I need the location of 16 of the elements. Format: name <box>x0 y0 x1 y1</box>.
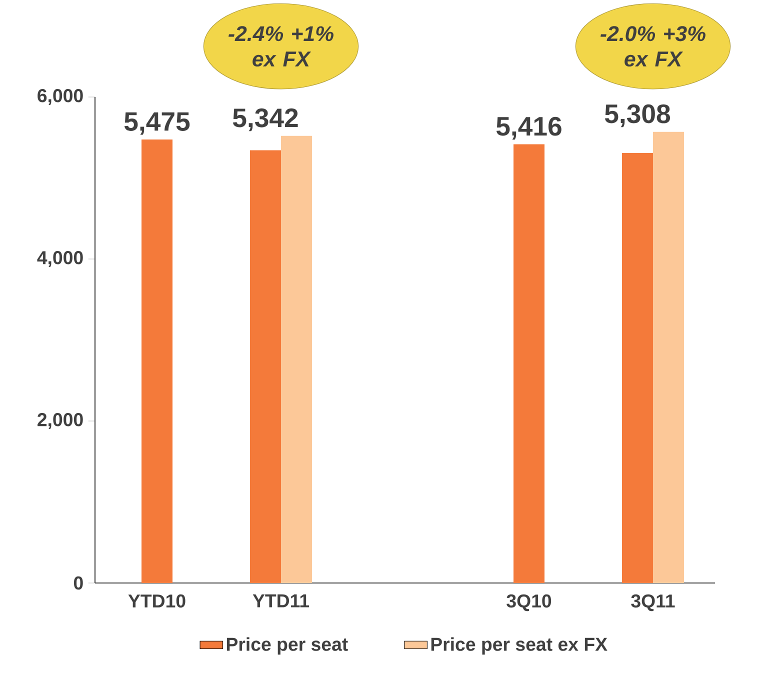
y-tick-label: 4,000 <box>37 251 83 267</box>
data-label: 5,342 <box>232 108 298 132</box>
data-label: 5,416 <box>496 116 562 140</box>
x-tick-label: YTD10 <box>128 594 186 608</box>
y-tick-label: 6,000 <box>38 89 83 105</box>
text: -2.0% +3% ex FX <box>600 26 706 67</box>
legend-label: Price per seat <box>226 637 348 655</box>
legend-label: Price per seat ex FX <box>431 637 608 655</box>
x-tick-label: 3Q11 <box>631 594 675 612</box>
text: -2.4% +1% ex FX <box>228 26 334 67</box>
data-label: 5,308 <box>604 104 670 128</box>
data-label: 5,475 <box>124 112 190 135</box>
y-tick-label: 2,000 <box>38 413 83 429</box>
x-tick-label: 3Q10 <box>506 594 552 612</box>
y-tick-label: 0 <box>74 576 83 590</box>
x-tick-label: YTD11 <box>252 594 310 608</box>
